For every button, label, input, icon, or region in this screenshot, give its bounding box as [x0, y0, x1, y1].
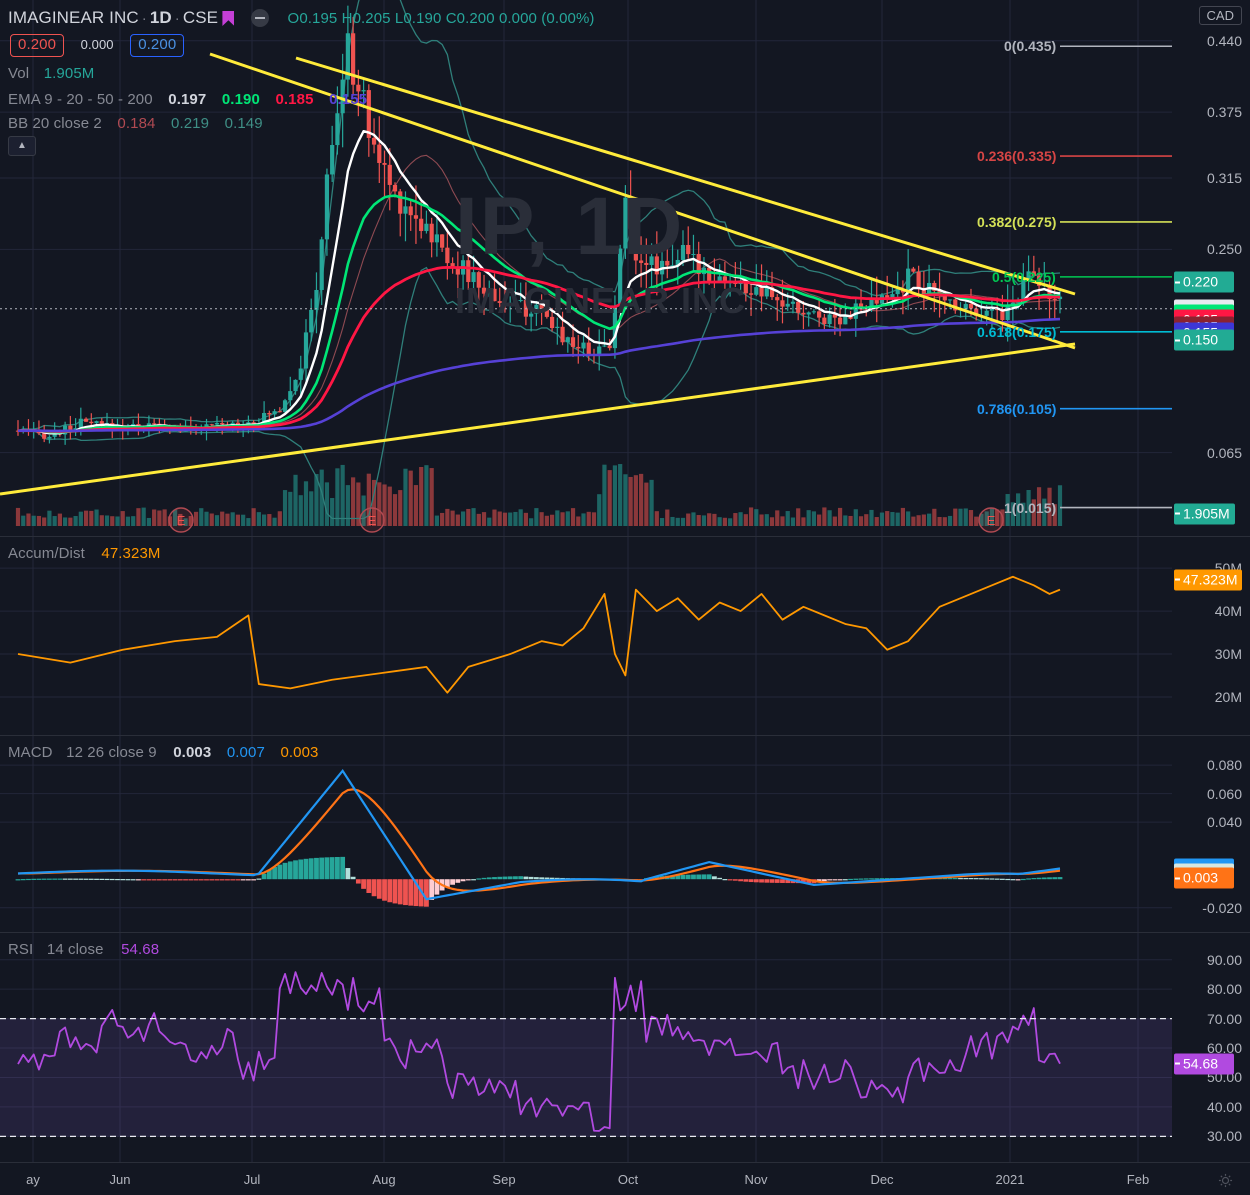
accumdist-tick: 30M: [1214, 646, 1242, 663]
accumdist-label: Accum/Dist: [8, 545, 85, 562]
bb-label: BB 20 close 2: [8, 115, 102, 132]
volume-label: Vol: [8, 65, 30, 82]
chevron-up-icon[interactable]: ▲: [8, 136, 36, 156]
rsi-tick: 40.00: [1206, 1098, 1242, 1115]
bb-lower-value: 0.149: [224, 115, 263, 132]
price-tick: 0.315: [1206, 170, 1242, 187]
rsi-tick: 70.00: [1206, 1010, 1242, 1027]
macd-tick: 0.060: [1206, 785, 1242, 802]
fib-label-4: 0.618(0.175): [977, 323, 1057, 340]
volume-legend[interactable]: Vol 1.905M: [8, 64, 94, 83]
time-tick: Sep: [492, 1172, 516, 1187]
bb-basis-value: 0.184: [117, 115, 156, 132]
ema50-value: 0.185: [275, 91, 314, 108]
macd-tick: 0.040: [1206, 814, 1242, 831]
rsi-legend[interactable]: RSI 14 close 54.68: [8, 940, 159, 959]
rsi-tick: 80.00: [1206, 981, 1242, 998]
accumdist-tick: 40M: [1214, 603, 1242, 620]
rsi-scale[interactable]: 90.00 80.00 70.00 60.00 50.00 40.00 30.00 54.68: [1172, 933, 1250, 1162]
canada-flag-icon: [222, 11, 235, 26]
accumdist-legend[interactable]: Accum/Dist 47.323M: [8, 544, 160, 563]
rsi-label: RSI: [8, 941, 34, 958]
macd-pane[interactable]: [0, 736, 1172, 932]
svg-text:E: E: [368, 513, 377, 528]
ema20-value: 0.190: [221, 91, 260, 108]
bb-upper-value: 0.219: [171, 115, 210, 132]
macd-params: 12 26 close 9: [66, 744, 157, 761]
price-tick: 0.440: [1206, 32, 1242, 49]
rsi-tick: 90.00: [1206, 951, 1242, 968]
interval-label[interactable]: 1D: [149, 8, 172, 27]
rsi-tick: 60.00: [1206, 1040, 1242, 1057]
accumdist-badge[interactable]: 47.323M: [1174, 569, 1243, 591]
macd-tick: 0.080: [1206, 757, 1242, 774]
macd-legend[interactable]: MACD 12 26 close 9 0.003 0.007 0.003: [8, 743, 319, 762]
svg-text:E: E: [987, 513, 996, 528]
macd-line-value: 0.007: [226, 744, 265, 761]
symbol-header[interactable]: IMAGINEAR INC · 1D · CSE O0.195 H0.205 L0.19…: [8, 8, 595, 27]
time-tick: Jun: [109, 1172, 131, 1187]
bb-legend[interactable]: BB 20 close 2 0.184 0.219 0.149: [8, 114, 263, 133]
ema-legend[interactable]: EMA 9 - 20 - 50 - 200 0.197 0.190 0.185 …: [8, 90, 367, 109]
accumdist-value: 47.323M: [101, 545, 161, 562]
volume-badge[interactable]: 1.905M: [1174, 503, 1235, 525]
time-tick: Feb: [1126, 1172, 1150, 1187]
fib-label-1: 0.236(0.335): [977, 148, 1057, 165]
bb-upper-badge[interactable]: 0.220: [1174, 271, 1234, 293]
ema-label: EMA 9 - 20 - 50 - 200: [8, 91, 153, 108]
rsi-badge[interactable]: 54.68: [1174, 1053, 1234, 1075]
symbol-name[interactable]: IMAGINEAR INC: [8, 8, 139, 27]
time-tick: Aug: [372, 1172, 396, 1187]
price-tick: 0.250: [1206, 241, 1242, 258]
macd-badge-2[interactable]: 0.003: [1174, 867, 1234, 889]
time-tick: Nov: [744, 1172, 768, 1187]
price-tick: 0.065: [1206, 444, 1242, 461]
accumdist-pane[interactable]: [0, 537, 1172, 735]
time-tick: Oct: [617, 1172, 639, 1187]
currency-button[interactable]: CAD: [1198, 6, 1242, 25]
fib-label-5: 0.786(0.105): [977, 400, 1057, 417]
rsi-params: 14 close: [46, 941, 104, 958]
time-tick: 2021: [995, 1172, 1025, 1187]
chip-mid: 0.000: [80, 37, 114, 52]
rsi-pane[interactable]: [0, 933, 1172, 1162]
ema200-value: 0.155: [329, 91, 368, 108]
exchange-label[interactable]: CSE: [182, 8, 219, 27]
svg-text:E: E: [177, 513, 186, 528]
ema9-value: 0.197: [168, 91, 207, 108]
more-options-icon[interactable]: [250, 9, 269, 27]
price-tick: 0.375: [1206, 104, 1242, 121]
macd-label: MACD: [8, 744, 53, 761]
time-tick: ay: [26, 1172, 40, 1187]
chip-low[interactable]: 0.200: [130, 34, 185, 57]
accumdist-tick: 20M: [1214, 688, 1242, 705]
time-tick: Dec: [870, 1172, 894, 1187]
time-axis[interactable]: ay Jun Jul Aug Sep Oct Nov Dec 2021 Feb: [0, 1162, 1250, 1195]
macd-signal-value: 0.003: [280, 744, 319, 761]
macd-hist-value: 0.003: [173, 744, 212, 761]
price-chips: 0.200 0.000 0.200: [10, 34, 185, 57]
volume-value: 1.905M: [43, 65, 95, 82]
rsi-tick: 30.00: [1206, 1128, 1242, 1145]
fib-label-0: 0(0.435): [1004, 38, 1057, 55]
rsi-value: 54.68: [121, 941, 160, 958]
chip-high[interactable]: 0.200: [10, 34, 65, 57]
fib-label-3: 0.5(0.225): [992, 268, 1056, 285]
fib-label-6: 1(0.015): [1004, 499, 1057, 516]
gear-icon[interactable]: [1218, 1173, 1233, 1188]
ohlc-values: O0.195 H0.205 L0.190 C0.200 0.000 (0.00%…: [287, 10, 595, 27]
bb-lower-badge[interactable]: 0.150: [1174, 329, 1234, 351]
macd-tick: -0.020: [1202, 899, 1242, 916]
price-scale[interactable]: CAD 0.4400.3750.3150.2500.0650.2200.1950…: [1172, 0, 1250, 536]
fib-label-2: 0.382(0.275): [977, 213, 1057, 230]
accumdist-scale[interactable]: 50M 40M 30M 20M 47.323M: [1172, 537, 1250, 735]
time-tick: Jul: [243, 1172, 261, 1187]
